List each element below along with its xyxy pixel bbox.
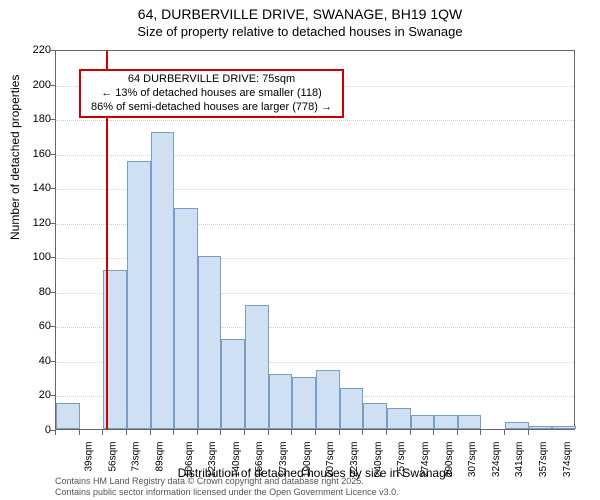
y-tick-label: 80 [21, 286, 51, 298]
histogram-bar [505, 422, 529, 429]
y-tick-label: 0 [21, 424, 51, 436]
x-tick-mark [433, 430, 434, 435]
plot-wrap: 64 DURBERVILLE DRIVE: 75sqm← 13% of deta… [55, 50, 575, 430]
footnote-line1: Contains HM Land Registry data © Crown c… [55, 476, 399, 487]
x-tick-mark [197, 430, 198, 435]
histogram-bar [387, 408, 411, 429]
x-tick-mark [102, 430, 103, 435]
histogram-bar [292, 377, 316, 429]
histogram-bar [269, 374, 293, 429]
histogram-bar [56, 403, 80, 429]
x-tick-mark [244, 430, 245, 435]
histogram-bar [340, 388, 364, 429]
y-tick-label: 160 [21, 148, 51, 160]
x-tick-mark [410, 430, 411, 435]
annotation-line: ← 13% of detached houses are smaller (11… [87, 87, 336, 101]
y-tick-label: 40 [21, 355, 51, 367]
histogram-bar [411, 415, 435, 429]
plot-area: 64 DURBERVILLE DRIVE: 75sqm← 13% of deta… [55, 50, 575, 430]
x-tick-mark [173, 430, 174, 435]
y-tick-label: 220 [21, 44, 51, 56]
x-tick-mark [480, 430, 481, 435]
annotation-line: 64 DURBERVILLE DRIVE: 75sqm [87, 73, 336, 87]
x-tick-mark [291, 430, 292, 435]
histogram-bar [245, 305, 269, 429]
y-tick-label: 100 [21, 251, 51, 263]
gridline [56, 120, 574, 121]
chart-container: 64, DURBERVILLE DRIVE, SWANAGE, BH19 1QW… [0, 0, 600, 500]
y-tick-label: 60 [21, 320, 51, 332]
histogram-bar [198, 256, 222, 429]
x-tick-mark [55, 430, 56, 435]
x-tick-mark [362, 430, 363, 435]
y-axis-label: Number of detached properties [8, 75, 22, 240]
annotation-box: 64 DURBERVILLE DRIVE: 75sqm← 13% of deta… [79, 69, 344, 118]
x-tick-mark [268, 430, 269, 435]
annotation-line: 86% of semi-detached houses are larger (… [87, 101, 336, 115]
y-tick-label: 140 [21, 182, 51, 194]
gridline [56, 155, 574, 156]
y-tick-label: 20 [21, 389, 51, 401]
histogram-bar [221, 339, 245, 429]
x-tick-mark [79, 430, 80, 435]
x-tick-mark [315, 430, 316, 435]
x-tick-mark [457, 430, 458, 435]
histogram-bar [552, 426, 576, 429]
histogram-bar [174, 208, 198, 429]
x-tick-mark [126, 430, 127, 435]
y-tick-label: 180 [21, 113, 51, 125]
histogram-bar [316, 370, 340, 429]
chart-title-sub: Size of property relative to detached ho… [0, 24, 600, 40]
x-tick-mark [504, 430, 505, 435]
x-tick-mark [339, 430, 340, 435]
footnote-line2: Contains public sector information licen… [55, 487, 399, 498]
chart-title-main: 64, DURBERVILLE DRIVE, SWANAGE, BH19 1QW [0, 6, 600, 24]
title-block: 64, DURBERVILLE DRIVE, SWANAGE, BH19 1QW… [0, 0, 600, 40]
histogram-bar [151, 132, 175, 429]
x-tick-mark [220, 430, 221, 435]
x-tick-mark [150, 430, 151, 435]
histogram-bar [529, 426, 553, 429]
footnote: Contains HM Land Registry data © Crown c… [55, 476, 399, 498]
histogram-bar [363, 403, 387, 429]
histogram-bar [127, 161, 151, 429]
histogram-bar [458, 415, 482, 429]
x-tick-mark [386, 430, 387, 435]
x-tick-mark [528, 430, 529, 435]
y-tick-label: 120 [21, 217, 51, 229]
y-tick-label: 200 [21, 79, 51, 91]
histogram-bar [434, 415, 458, 429]
